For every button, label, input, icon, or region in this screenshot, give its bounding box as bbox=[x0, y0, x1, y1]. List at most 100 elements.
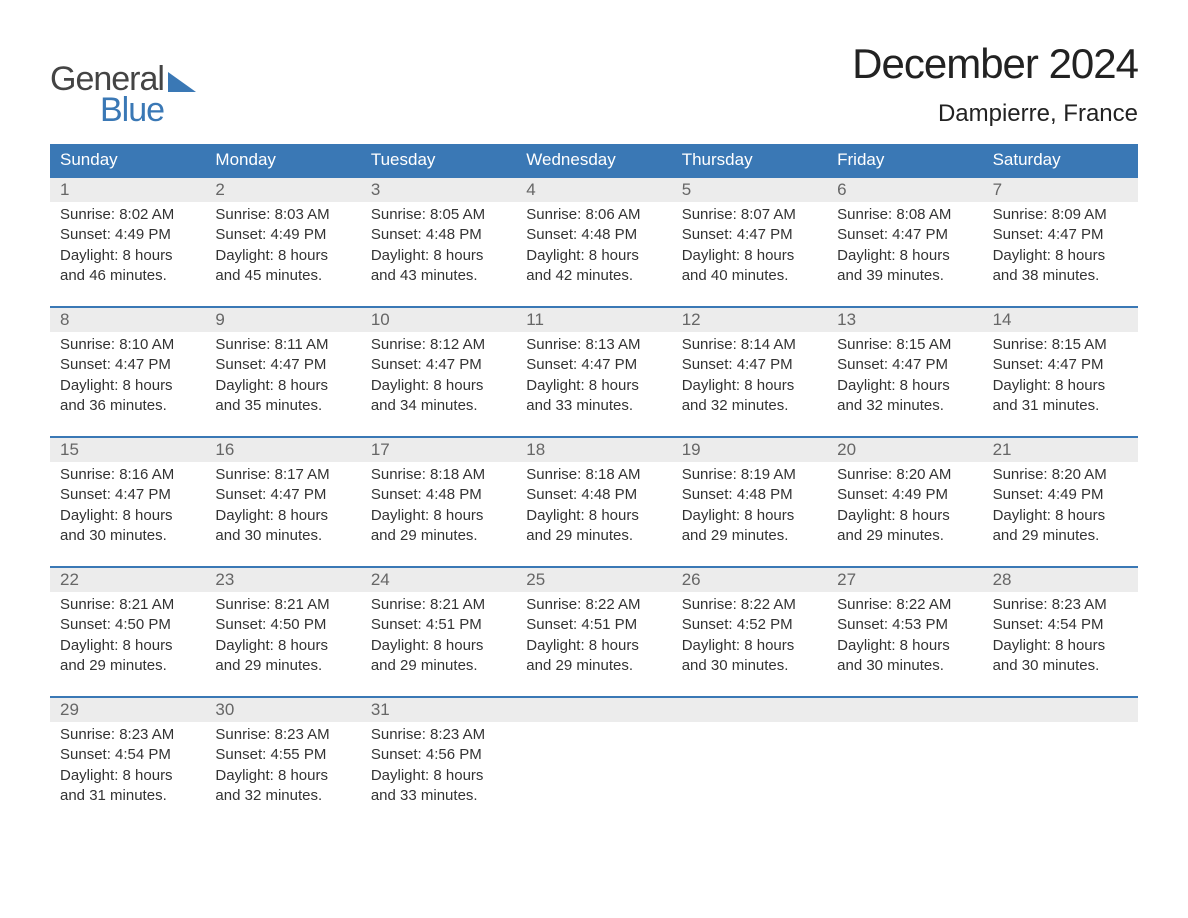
date-row: 22232425262728 bbox=[50, 568, 1138, 592]
sunrise-line: Sunrise: 8:23 AM bbox=[371, 725, 506, 745]
sunrise-line: Sunrise: 8:23 AM bbox=[993, 595, 1128, 615]
daylight-line-1: Daylight: 8 hours bbox=[837, 636, 972, 656]
week-block: 15161718192021Sunrise: 8:16 AMSunset: 4:… bbox=[50, 436, 1138, 566]
sunset-line: Sunset: 4:47 PM bbox=[215, 355, 350, 375]
content-row: Sunrise: 8:23 AMSunset: 4:54 PMDaylight:… bbox=[50, 722, 1138, 826]
sunrise-line: Sunrise: 8:13 AM bbox=[526, 335, 661, 355]
daylight-line-1: Daylight: 8 hours bbox=[60, 766, 195, 786]
sunset-line: Sunset: 4:48 PM bbox=[526, 485, 661, 505]
day-cell: Sunrise: 8:14 AMSunset: 4:47 PMDaylight:… bbox=[672, 332, 827, 436]
sunset-line: Sunset: 4:47 PM bbox=[371, 355, 506, 375]
sunrise-line: Sunrise: 8:12 AM bbox=[371, 335, 506, 355]
sunrise-line: Sunrise: 8:11 AM bbox=[215, 335, 350, 355]
sunrise-line: Sunrise: 8:20 AM bbox=[837, 465, 972, 485]
daylight-line-1: Daylight: 8 hours bbox=[371, 246, 506, 266]
daylight-line-1: Daylight: 8 hours bbox=[60, 376, 195, 396]
sunset-line: Sunset: 4:49 PM bbox=[215, 225, 350, 245]
daylight-line-2: and 32 minutes. bbox=[682, 396, 817, 416]
daylight-line-2: and 29 minutes. bbox=[526, 526, 661, 546]
daylight-line-2: and 29 minutes. bbox=[682, 526, 817, 546]
sunrise-line: Sunrise: 8:06 AM bbox=[526, 205, 661, 225]
daylight-line-1: Daylight: 8 hours bbox=[837, 246, 972, 266]
sunrise-line: Sunrise: 8:07 AM bbox=[682, 205, 817, 225]
date-number: 28 bbox=[983, 568, 1138, 592]
sunset-line: Sunset: 4:50 PM bbox=[215, 615, 350, 635]
date-number: 25 bbox=[516, 568, 671, 592]
day-header-row: Sunday Monday Tuesday Wednesday Thursday… bbox=[50, 144, 1138, 176]
day-cell: Sunrise: 8:21 AMSunset: 4:51 PMDaylight:… bbox=[361, 592, 516, 696]
sunset-line: Sunset: 4:51 PM bbox=[371, 615, 506, 635]
date-number: 17 bbox=[361, 438, 516, 462]
daylight-line-2: and 31 minutes. bbox=[60, 786, 195, 806]
date-row: 891011121314 bbox=[50, 308, 1138, 332]
sunset-line: Sunset: 4:48 PM bbox=[371, 485, 506, 505]
day-cell: Sunrise: 8:10 AMSunset: 4:47 PMDaylight:… bbox=[50, 332, 205, 436]
location-subtitle: Dampierre, France bbox=[852, 100, 1138, 128]
content-row: Sunrise: 8:02 AMSunset: 4:49 PMDaylight:… bbox=[50, 202, 1138, 306]
day-cell bbox=[827, 722, 982, 826]
week-block: 293031Sunrise: 8:23 AMSunset: 4:54 PMDay… bbox=[50, 696, 1138, 826]
date-number: 13 bbox=[827, 308, 982, 332]
date-number: 29 bbox=[50, 698, 205, 722]
sunrise-line: Sunrise: 8:23 AM bbox=[215, 725, 350, 745]
date-number: 20 bbox=[827, 438, 982, 462]
sunset-line: Sunset: 4:47 PM bbox=[837, 355, 972, 375]
day-cell bbox=[672, 722, 827, 826]
month-title: December 2024 bbox=[852, 40, 1138, 88]
daylight-line-1: Daylight: 8 hours bbox=[993, 636, 1128, 656]
daylight-line-1: Daylight: 8 hours bbox=[993, 506, 1128, 526]
day-cell: Sunrise: 8:22 AMSunset: 4:51 PMDaylight:… bbox=[516, 592, 671, 696]
day-header-sunday: Sunday bbox=[50, 144, 205, 176]
daylight-line-2: and 29 minutes. bbox=[837, 526, 972, 546]
day-cell: Sunrise: 8:22 AMSunset: 4:53 PMDaylight:… bbox=[827, 592, 982, 696]
day-cell: Sunrise: 8:20 AMSunset: 4:49 PMDaylight:… bbox=[983, 462, 1138, 566]
daylight-line-1: Daylight: 8 hours bbox=[526, 636, 661, 656]
day-cell: Sunrise: 8:15 AMSunset: 4:47 PMDaylight:… bbox=[983, 332, 1138, 436]
daylight-line-2: and 33 minutes. bbox=[371, 786, 506, 806]
sunrise-line: Sunrise: 8:15 AM bbox=[837, 335, 972, 355]
sunrise-line: Sunrise: 8:20 AM bbox=[993, 465, 1128, 485]
daylight-line-1: Daylight: 8 hours bbox=[526, 376, 661, 396]
week-block: 891011121314Sunrise: 8:10 AMSunset: 4:47… bbox=[50, 306, 1138, 436]
date-number bbox=[672, 698, 827, 722]
date-number: 15 bbox=[50, 438, 205, 462]
date-number bbox=[983, 698, 1138, 722]
daylight-line-1: Daylight: 8 hours bbox=[682, 246, 817, 266]
date-number: 5 bbox=[672, 178, 827, 202]
daylight-line-1: Daylight: 8 hours bbox=[371, 506, 506, 526]
daylight-line-1: Daylight: 8 hours bbox=[60, 246, 195, 266]
day-header-thursday: Thursday bbox=[672, 144, 827, 176]
date-row: 293031 bbox=[50, 698, 1138, 722]
day-cell: Sunrise: 8:23 AMSunset: 4:54 PMDaylight:… bbox=[983, 592, 1138, 696]
sunset-line: Sunset: 4:47 PM bbox=[60, 485, 195, 505]
day-cell: Sunrise: 8:18 AMSunset: 4:48 PMDaylight:… bbox=[361, 462, 516, 566]
sunset-line: Sunset: 4:47 PM bbox=[526, 355, 661, 375]
sunrise-line: Sunrise: 8:22 AM bbox=[837, 595, 972, 615]
daylight-line-2: and 29 minutes. bbox=[526, 656, 661, 676]
sunrise-line: Sunrise: 8:08 AM bbox=[837, 205, 972, 225]
content-row: Sunrise: 8:21 AMSunset: 4:50 PMDaylight:… bbox=[50, 592, 1138, 696]
week-block: 1234567Sunrise: 8:02 AMSunset: 4:49 PMDa… bbox=[50, 176, 1138, 306]
daylight-line-1: Daylight: 8 hours bbox=[837, 376, 972, 396]
sunset-line: Sunset: 4:47 PM bbox=[682, 355, 817, 375]
day-cell: Sunrise: 8:12 AMSunset: 4:47 PMDaylight:… bbox=[361, 332, 516, 436]
date-number: 23 bbox=[205, 568, 360, 592]
title-block: December 2024 Dampierre, France bbox=[852, 40, 1138, 128]
daylight-line-2: and 40 minutes. bbox=[682, 266, 817, 286]
day-cell: Sunrise: 8:13 AMSunset: 4:47 PMDaylight:… bbox=[516, 332, 671, 436]
day-cell: Sunrise: 8:17 AMSunset: 4:47 PMDaylight:… bbox=[205, 462, 360, 566]
daylight-line-2: and 34 minutes. bbox=[371, 396, 506, 416]
daylight-line-2: and 30 minutes. bbox=[682, 656, 817, 676]
logo-flag-icon bbox=[168, 72, 196, 92]
daylight-line-2: and 45 minutes. bbox=[215, 266, 350, 286]
day-cell: Sunrise: 8:11 AMSunset: 4:47 PMDaylight:… bbox=[205, 332, 360, 436]
day-cell: Sunrise: 8:20 AMSunset: 4:49 PMDaylight:… bbox=[827, 462, 982, 566]
day-cell: Sunrise: 8:23 AMSunset: 4:54 PMDaylight:… bbox=[50, 722, 205, 826]
sunset-line: Sunset: 4:48 PM bbox=[371, 225, 506, 245]
day-header-friday: Friday bbox=[827, 144, 982, 176]
day-cell: Sunrise: 8:23 AMSunset: 4:55 PMDaylight:… bbox=[205, 722, 360, 826]
daylight-line-1: Daylight: 8 hours bbox=[371, 636, 506, 656]
sunrise-line: Sunrise: 8:22 AM bbox=[682, 595, 817, 615]
sunset-line: Sunset: 4:54 PM bbox=[993, 615, 1128, 635]
date-number: 1 bbox=[50, 178, 205, 202]
